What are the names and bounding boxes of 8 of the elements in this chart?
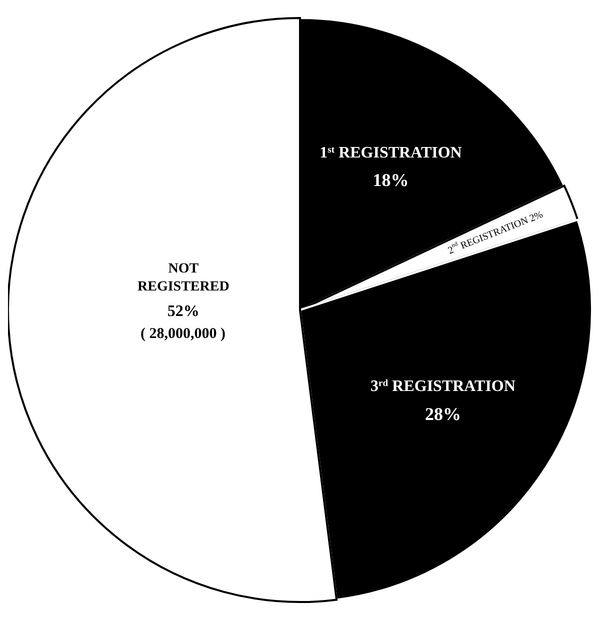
slice-label: 1$^{st}$ REGISTRATION <box>320 144 462 162</box>
data-label: 52% <box>167 302 200 320</box>
slice-label: 3$^{rd}$ REGISTRATION <box>370 378 516 396</box>
data-label: 18% <box>372 170 409 190</box>
text: ( 28,000,000 ) <box>140 326 226 343</box>
data-label: 28% <box>424 404 461 424</box>
slice-label: NOT REGISTERED <box>138 262 230 295</box>
data-label: 2% <box>528 208 544 224</box>
